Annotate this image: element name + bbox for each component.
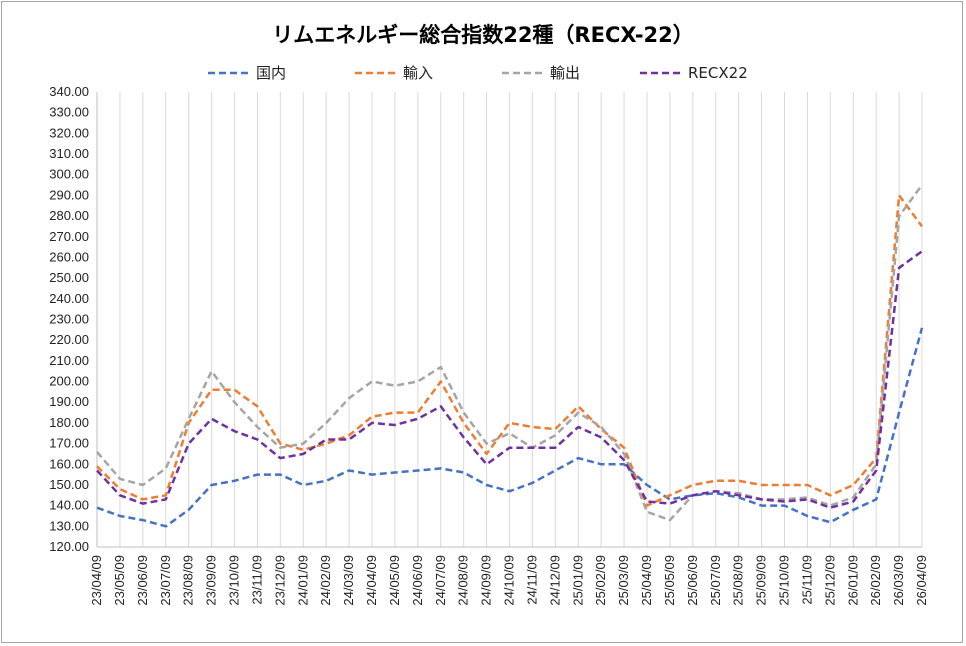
y-tick-label: 230.00: [49, 312, 89, 327]
x-tick-label: 25/07/09: [708, 555, 723, 606]
y-tick-label: 280.00: [49, 208, 89, 223]
x-tick-label: 23/09/09: [204, 555, 219, 606]
y-tick-label: 270.00: [49, 229, 89, 244]
legend-label: 国内: [256, 64, 286, 82]
x-tick-label: 25/06/09: [685, 555, 700, 606]
x-tick-label: 25/04/09: [639, 555, 654, 606]
x-tick-label: 25/09/09: [754, 555, 769, 606]
series-layer: [96, 184, 924, 528]
y-tick-label: 160.00: [49, 456, 89, 471]
y-tick-label: 220.00: [49, 332, 89, 347]
x-tick-label: 23/05/09: [112, 555, 127, 606]
y-tick-label: 150.00: [49, 477, 89, 492]
x-tick-label: 25/10/09: [777, 555, 792, 606]
x-tick-label: 23/12/09: [272, 555, 287, 606]
x-tick-label: 25/03/09: [616, 555, 631, 606]
chart-title: リムエネルギー総合指数22種（RECX-22）: [272, 23, 694, 47]
legend: 国内 輸入 輸出 RECX22: [208, 64, 748, 82]
x-tick-label: 24/08/09: [456, 555, 471, 606]
x-tick-label: 23/07/09: [158, 555, 173, 606]
x-tick-label: 25/11/09: [799, 555, 814, 605]
y-tick-label: 310.00: [49, 146, 89, 161]
y-tick-label: 190.00: [49, 394, 89, 409]
legend-label: RECX22: [688, 64, 748, 82]
x-tick-label: 26/04/09: [914, 555, 929, 606]
x-tick-label: 24/02/09: [318, 555, 333, 606]
x-tick-label: 23/06/09: [135, 555, 150, 606]
series-line-輸出: [96, 184, 924, 522]
x-tick-label: 24/11/09: [524, 555, 539, 605]
series-line-RECX22: [96, 250, 923, 509]
x-tick-label: 24/07/09: [433, 555, 448, 606]
y-tick-label: 130.00: [49, 518, 89, 533]
y-tick-label: 330.00: [49, 105, 89, 120]
x-tick-label: 24/06/09: [410, 555, 425, 606]
x-tick-label: 24/05/09: [387, 555, 402, 606]
x-tick-label: 23/08/09: [181, 555, 196, 606]
x-tick-label: 24/10/09: [502, 555, 517, 606]
y-tick-label: 250.00: [49, 270, 89, 285]
x-tick-label: 26/01/09: [845, 555, 860, 606]
y-tick-label: 340.00: [49, 84, 89, 99]
y-tick-label: 210.00: [49, 353, 89, 368]
y-tick-label: 200.00: [49, 374, 89, 389]
legend-label: 輸入: [403, 64, 433, 82]
y-axis: 120.00 130.00 140.00 150.00 160.00 170.00 180.…: [49, 84, 98, 554]
x-tick-label: 24/03/09: [341, 555, 356, 606]
grid-lines: [96, 92, 923, 547]
y-tick-label: 260.00: [49, 249, 89, 264]
x-tick-label: 25/02/09: [593, 555, 608, 606]
legend-label: 輸出: [550, 64, 580, 82]
x-tick-label: 25/08/09: [731, 555, 746, 606]
x-tick-label: 24/01/09: [295, 555, 310, 606]
x-tick-label: 25/01/09: [570, 555, 585, 606]
series-line-国内: [96, 327, 924, 528]
y-tick-label: 140.00: [49, 498, 89, 513]
y-tick-label: 120.00: [49, 539, 89, 554]
y-tick-label: 300.00: [49, 167, 89, 182]
x-tick-label: 25/12/09: [822, 555, 837, 606]
x-tick-label: 25/05/09: [662, 555, 677, 606]
x-tick-label: 24/09/09: [479, 555, 494, 606]
x-tick-label: 23/04/09: [89, 555, 104, 606]
y-tick-label: 290.00: [49, 187, 89, 202]
x-axis: 23/04/09 23/05/09 23/06/09 23/07/09 23/08/09…: [89, 546, 929, 606]
x-tick-label: 24/12/09: [547, 555, 562, 606]
y-tick-label: 320.00: [49, 125, 89, 140]
y-tick-label: 170.00: [49, 436, 89, 451]
x-tick-label: 26/03/09: [891, 555, 906, 606]
y-tick-label: 240.00: [49, 291, 89, 306]
x-tick-label: 26/02/09: [868, 555, 883, 606]
x-tick-label: 23/10/09: [227, 555, 242, 606]
series-line-輸入: [96, 194, 924, 507]
x-tick-label: 24/04/09: [364, 555, 379, 606]
y-tick-label: 180.00: [49, 415, 89, 430]
x-tick-label: 23/11/09: [249, 555, 264, 605]
